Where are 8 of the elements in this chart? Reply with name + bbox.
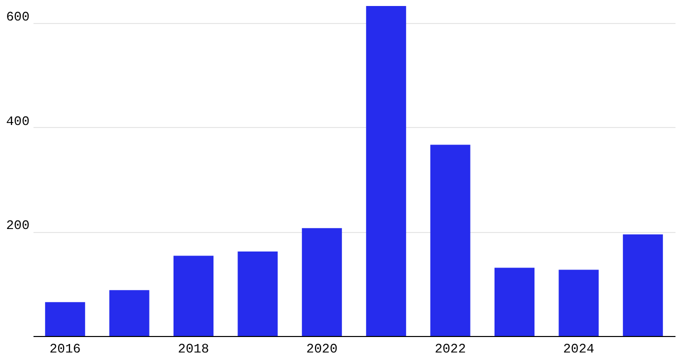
x-tick-label: 2018 <box>178 342 210 356</box>
x-tick-label: 2020 <box>306 342 338 356</box>
y-tick-label: 600 <box>6 10 30 25</box>
y-tick-label: 400 <box>6 114 30 129</box>
x-tick-label: 2016 <box>49 342 81 356</box>
y-tick-label: 200 <box>6 218 30 234</box>
x-tick-label: 2022 <box>434 342 466 356</box>
x-tick-label: 2024 <box>563 342 594 356</box>
